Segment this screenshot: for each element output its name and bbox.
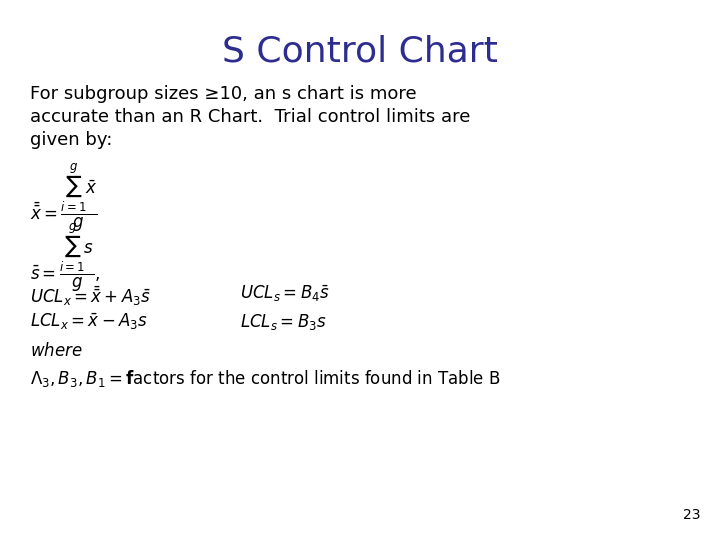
Text: $\bar{\bar{x}} = \dfrac{\sum_{i=1}^{g}\bar{x}}{g}$: $\bar{\bar{x}} = \dfrac{\sum_{i=1}^{g}\b… bbox=[30, 162, 98, 234]
Text: $UCL_x = \bar{\bar{x}} + A_3\bar{s}$: $UCL_x = \bar{\bar{x}} + A_3\bar{s}$ bbox=[30, 284, 150, 308]
Text: S Control Chart: S Control Chart bbox=[222, 35, 498, 69]
Text: For subgroup sizes ≥10, an s chart is more: For subgroup sizes ≥10, an s chart is mo… bbox=[30, 85, 417, 103]
Text: $\mathit{where}$: $\mathit{where}$ bbox=[30, 342, 83, 360]
Text: $LCL_s = B_3s$: $LCL_s = B_3s$ bbox=[240, 312, 327, 332]
Text: given by:: given by: bbox=[30, 131, 112, 149]
Text: $UCL_s = B_4\bar{s}$: $UCL_s = B_4\bar{s}$ bbox=[240, 284, 330, 305]
Text: 23: 23 bbox=[683, 508, 700, 522]
Text: $\Lambda_3, B_3, B_1 = \mathbf{f}$actors for the control limits found in Table B: $\Lambda_3, B_3, B_1 = \mathbf{f}$actors… bbox=[30, 368, 500, 389]
Text: accurate than an R Chart.  Trial control limits are: accurate than an R Chart. Trial control … bbox=[30, 108, 470, 126]
Text: $LCL_x = \bar{x} - A_3s$: $LCL_x = \bar{x} - A_3s$ bbox=[30, 312, 148, 333]
Text: $\bar{s} = \dfrac{\sum_{i=1}^{g}s}{g},$: $\bar{s} = \dfrac{\sum_{i=1}^{g}s}{g},$ bbox=[30, 222, 101, 294]
